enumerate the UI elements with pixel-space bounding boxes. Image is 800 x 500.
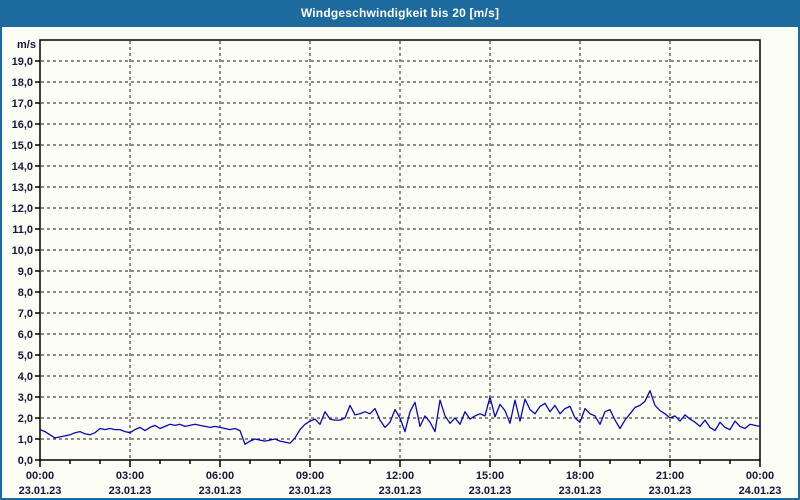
y-tick-label: 9,0 [18,266,33,278]
x-time-label: 18:00 [566,470,594,482]
y-tick-label: 19,0 [12,56,33,68]
x-date-label: 24.01.23 [739,485,782,497]
y-tick-label: 16,0 [12,119,33,131]
y-tick-label: 7,0 [18,308,33,320]
x-time-label: 03:00 [116,470,144,482]
y-tick-label: 0,0 [18,455,33,467]
window-title: Windgeschwindigkeit bis 20 [m/s] [300,6,500,20]
wind-speed-line [39,390,761,445]
x-time-label: 09:00 [296,470,324,482]
x-date-label: 23.01.23 [109,485,152,497]
y-tick-label: 4,0 [18,371,33,383]
y-tick-label: 14,0 [12,161,33,173]
y-tick-label: 6,0 [18,329,33,341]
x-date-label: 23.01.23 [469,485,512,497]
y-tick-label: 13,0 [12,182,33,194]
x-time-label: 00:00 [26,470,54,482]
y-tick-label: 3,0 [18,392,33,404]
y-tick-label: 11,0 [12,224,33,236]
y-tick-label: 12,0 [12,203,33,215]
y-axis-unit-label: m/s [17,39,36,51]
y-tick-label: 10,0 [12,245,33,257]
series [39,390,761,445]
y-tick-label: 2,0 [18,413,33,425]
y-tick-label: 1,0 [18,434,33,446]
x-time-label: 06:00 [206,470,234,482]
x-time-label: 21:00 [656,470,684,482]
x-date-label: 23.01.23 [289,485,332,497]
x-time-label: 00:00 [746,470,774,482]
window-titlebar: Windgeschwindigkeit bis 20 [m/s] [2,0,798,27]
x-time-label: 12:00 [386,470,414,482]
x-date-label: 23.01.23 [199,485,242,497]
y-tick-label: 5,0 [18,350,33,362]
x-date-label: 23.01.23 [559,485,602,497]
axes [35,39,761,467]
x-date-label: 23.01.23 [19,485,62,497]
y-tick-label: 8,0 [18,287,33,299]
y-tick-label: 18,0 [12,77,33,89]
x-date-label: 23.01.23 [379,485,422,497]
axis-labels: 0,0 1,0 2,0 3,0 4,0 5,0 6,0 7,0 8,0 9,0 10,0 11,0 12… [12,39,782,497]
gridlines [41,41,759,459]
y-tick-label: 15,0 [12,140,33,152]
x-time-label: 15:00 [476,470,504,482]
y-tick-label: 17,0 [12,98,33,110]
x-date-label: 23.01.23 [649,485,692,497]
